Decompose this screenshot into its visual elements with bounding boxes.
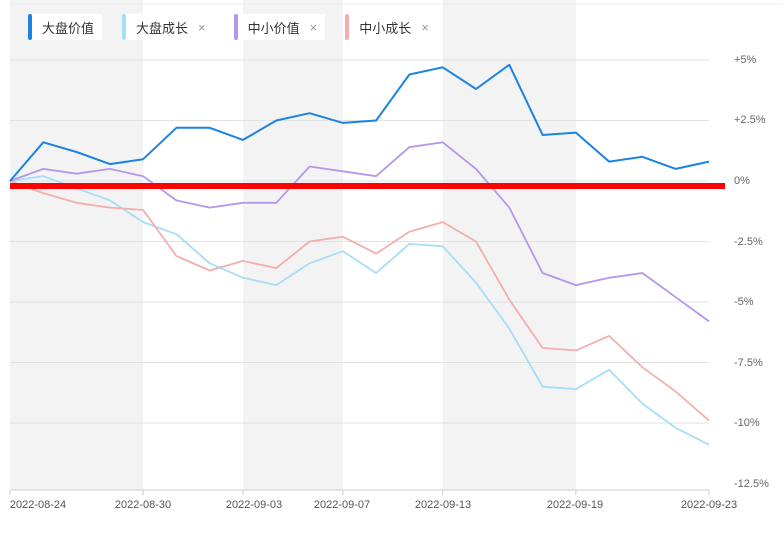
x-tick-label: 2022-08-24 — [9, 499, 67, 511]
close-icon[interactable]: × — [421, 19, 429, 35]
legend-item-small-growth[interactable]: 中小成长 × — [345, 14, 437, 40]
legend-color-bar — [28, 14, 32, 40]
weekly-bands — [10, 0, 576, 490]
y-tick-label: +2.5% — [734, 114, 766, 126]
legend-label: 中小成长 — [359, 20, 412, 36]
shaded-band — [442, 0, 576, 490]
shaded-band — [10, 0, 144, 490]
legend-item-large-growth[interactable]: 大盘成长 × — [122, 14, 214, 40]
close-icon[interactable]: × — [309, 19, 318, 35]
legend-color-bar — [345, 14, 350, 40]
legend-item-small-value[interactable]: 中小价值 × — [233, 14, 326, 40]
x-axis — [9, 489, 710, 495]
x-tick-label: 2022-09-03 — [225, 499, 283, 511]
close-icon[interactable]: × — [198, 19, 206, 35]
x-tick-label: 2022-09-23 — [680, 499, 738, 511]
x-tick-label: 2022-09-13 — [414, 499, 472, 511]
y-tick-label: -5% — [734, 296, 754, 308]
series-line-1[interactable] — [9, 175, 710, 446]
y-tick-label: +5% — [734, 54, 757, 66]
legend-color-bar — [122, 14, 127, 40]
y-tick-label: -7.5% — [734, 357, 763, 369]
x-tick-label: 2022-09-19 — [546, 499, 604, 511]
legend-label: 大盘成长 — [136, 20, 189, 36]
y-tick-label: -12.5% — [734, 478, 769, 490]
legend-label: 中小价值 — [247, 20, 300, 36]
legend-color-bar — [233, 14, 238, 40]
shaded-band — [243, 0, 343, 490]
gridlines — [10, 3, 783, 424]
x-tick-label: 2022-08-30 — [114, 499, 172, 511]
y-tick-label: -2.5% — [734, 236, 763, 248]
series-line-2[interactable] — [9, 141, 710, 323]
y-tick-label: 0% — [734, 175, 750, 187]
x-tick-label: 2022-09-07 — [313, 499, 371, 511]
series-lines — [9, 63, 710, 446]
legend: 大盘价值 大盘成长 × 中小价值 × 中小成长 × — [28, 14, 457, 40]
legend-item-large-value[interactable]: 大盘价值 — [28, 14, 103, 40]
series-line-0[interactable] — [9, 63, 710, 182]
y-tick-label: -10% — [734, 417, 760, 429]
legend-label: 大盘价值 — [42, 20, 95, 36]
series-line-3[interactable] — [9, 180, 710, 422]
